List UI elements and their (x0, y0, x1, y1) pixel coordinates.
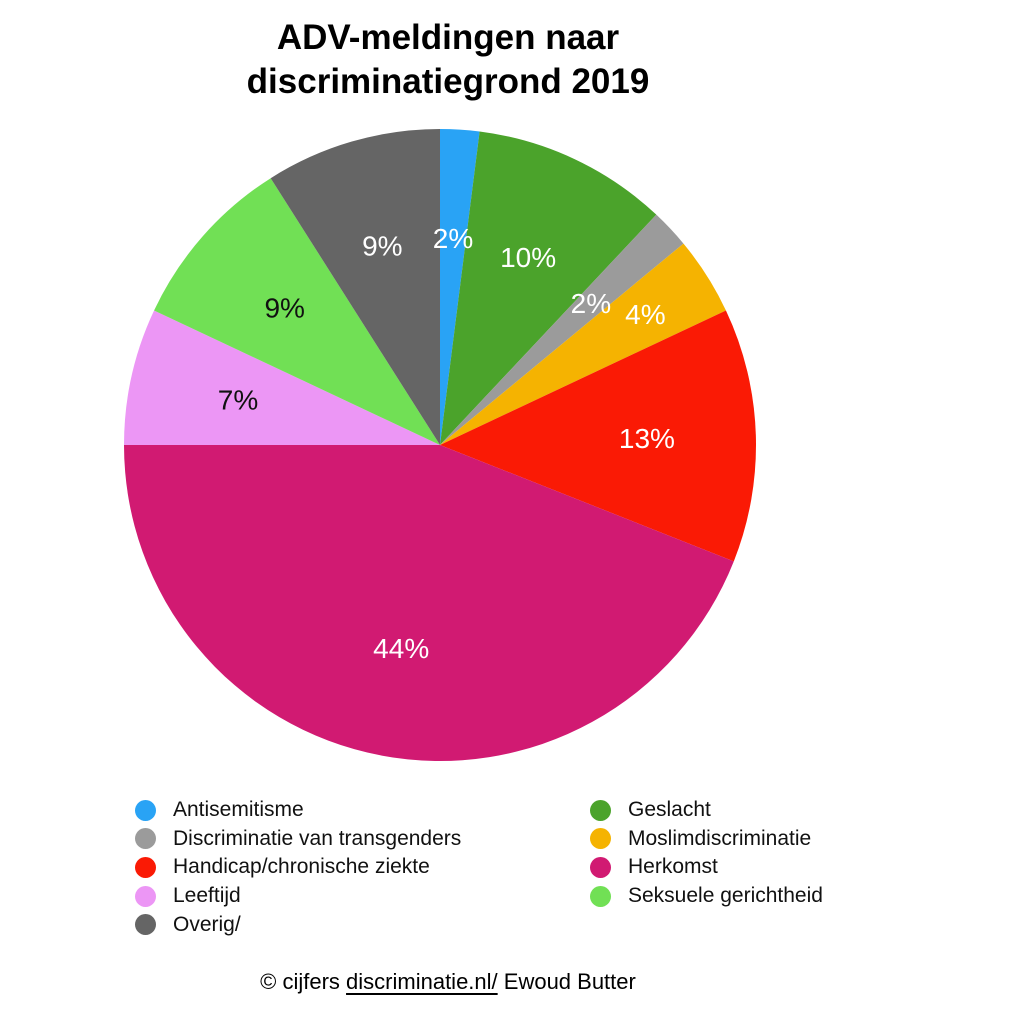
legend-item-herkomst: Herkomst (590, 853, 823, 882)
legend-item-overig: Overig/ (135, 910, 461, 939)
pie-slice-herkomst (124, 445, 734, 762)
legend-swatch-handicap-chronische-ziekte (135, 856, 156, 878)
legend-swatch-moslimdiscriminatie (590, 828, 611, 850)
pie-label-antisemitisme: 2% (433, 223, 473, 254)
legend-column-left: Antisemitisme Discriminatie van transgend… (135, 796, 461, 939)
legend-item-moslimdiscriminatie: Moslimdiscriminatie (590, 825, 823, 854)
pie-label-herkomst: 44% (373, 633, 429, 664)
pie-label-geslacht: 10% (500, 242, 556, 273)
legend-label: Herkomst (628, 855, 718, 879)
legend-swatch-seksuele-gerichtheid (590, 885, 611, 907)
legend-item-handicap-chronische-ziekte: Handicap/chronische ziekte (135, 853, 461, 882)
legend-swatch-geslacht (590, 799, 611, 821)
chart-footer: © cijfers discriminatie.nl/ Ewoud Butter (0, 969, 896, 995)
legend-item-discriminatie-van-transgenders: Discriminatie van transgenders (135, 825, 461, 854)
pie-label-moslimdiscriminatie: 4% (625, 299, 665, 330)
pie-slice-seksuele-gerichtheid (154, 178, 440, 445)
legend-label: Geslacht (628, 798, 711, 822)
legend-label: Antisemitisme (173, 798, 304, 822)
footer-author-text: Ewoud Butter (497, 969, 636, 994)
legend-label: Moslimdiscriminatie (628, 826, 812, 850)
legend-label: Overig/ (173, 912, 241, 936)
pie-slice-overig (270, 129, 440, 445)
legend-swatch-antisemitisme (135, 799, 156, 821)
pie-label-seksuele-gerichtheid: 9% (264, 293, 304, 324)
legend-label: Leeftijd (173, 884, 241, 908)
pie-slice-antisemitisme (440, 129, 480, 445)
chart-title-line2: discriminatiegrond 2019 (246, 62, 650, 101)
legend-swatch-discriminatie-van-transgenders (135, 828, 156, 850)
pie-value-labels: 2% 10% 2% 4% 13% 44% 7% 9% 9% (218, 223, 675, 664)
pie-label-overig: 9% (362, 231, 402, 262)
chart-title: ADV-meldingen naar discriminatiegrond 20… (0, 16, 896, 104)
footer-copyright-text: © cijfers (260, 969, 347, 994)
pie-slice-geslacht (440, 131, 657, 446)
legend-label: Handicap/chronische ziekte (173, 855, 430, 879)
pie-label-leeftijd: 7% (218, 384, 258, 415)
legend-column-right: Geslacht Moslimdiscriminatie Herkomst Seksu… (590, 796, 823, 910)
legend-swatch-herkomst (590, 856, 611, 878)
legend-label: Seksuele gerichtheid (628, 884, 823, 908)
legend-swatch-overig (135, 914, 156, 936)
pie-slice-handicap-chronische-ziekte (440, 310, 757, 562)
legend-item-seksuele-gerichtheid: Seksuele gerichtheid (590, 882, 823, 911)
legend-label: Discriminatie van transgenders (173, 826, 462, 850)
legend-item-geslacht: Geslacht (590, 796, 823, 825)
chart-title-line1: ADV-meldingen naar (276, 18, 620, 57)
pie-slice-discriminatie-van-transgenders (440, 214, 684, 445)
footer-link[interactable]: discriminatie.nl/ (346, 969, 498, 994)
legend-item-antisemitisme: Antisemitisme (135, 796, 461, 825)
pie-slices (123, 129, 757, 762)
legend-swatch-leeftijd (135, 885, 156, 907)
pie-slice-moslimdiscriminatie (440, 243, 726, 445)
pie-slice-leeftijd (123, 310, 440, 445)
pie-label-handicap-chronische-ziekte: 13% (619, 423, 675, 454)
pie-label-discriminatie-van-transgenders: 2% (571, 288, 611, 319)
legend-item-leeftijd: Leeftijd (135, 882, 461, 911)
